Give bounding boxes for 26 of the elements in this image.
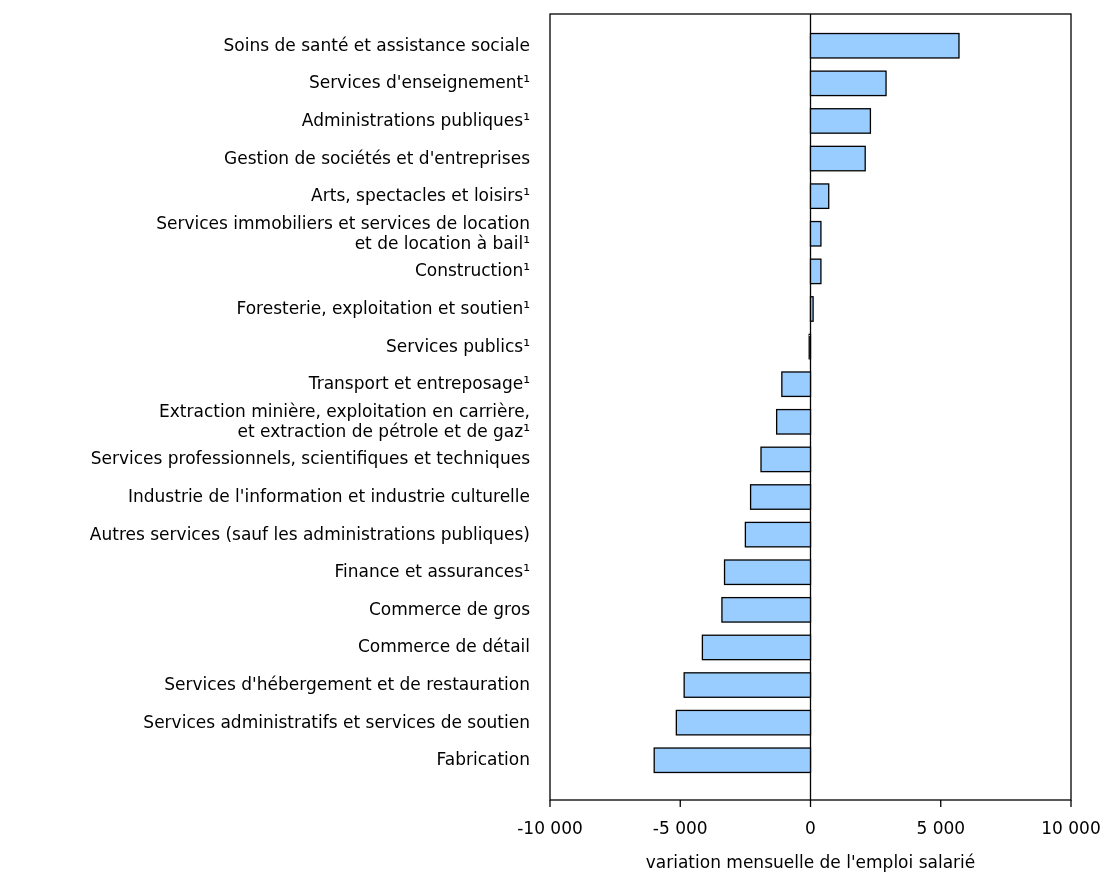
- x-tick-label: 10 000: [1041, 818, 1101, 838]
- y-tick-label: Industrie de l'information et industrie culturelle: [128, 486, 530, 507]
- x-tick-label: -10 000: [517, 818, 583, 838]
- y-tick-label: Services professionnels, scientifiques et techniques: [90, 448, 531, 469]
- x-tick-label: 5 000: [916, 818, 966, 838]
- y-tick-label: Foresterie, exploitation et soutien¹: [236, 297, 530, 318]
- y-tick-label: Construction¹: [414, 260, 530, 281]
- y-tick-label: Services immobiliers et services de location et de location à bail¹: [156, 212, 530, 253]
- y-tick-label: Soins de santé et assistance sociale: [223, 34, 530, 55]
- y-tick-label: Services d'hébergement et de restauration: [164, 674, 530, 695]
- y-tick-label: Transport et entreposage¹: [307, 373, 530, 394]
- y-tick-label: Finance et assurances¹: [334, 561, 530, 582]
- y-tick-label: Commerce de détail: [357, 636, 530, 657]
- y-tick-label: Commerce de gros: [369, 598, 531, 619]
- y-tick-label: Arts, spectacles et loisirs¹: [311, 185, 530, 206]
- y-tick-label: Gestion de sociétés et d'entreprises: [224, 147, 531, 168]
- y-tick-label: Fabrication: [436, 749, 530, 770]
- x-axis-title: variation mensuelle de l'emploi salarié: [645, 852, 976, 872]
- y-tick-label: Extraction minière, exploitation en carrière, et extraction de pétrole et de gaz¹: [159, 400, 530, 441]
- y-tick-label: Administrations publiques¹: [301, 109, 530, 130]
- x-tick-label: -5 000: [652, 818, 708, 838]
- y-tick-label: Autres services (sauf les administrations publiques): [89, 523, 530, 544]
- x-tick-label: 0: [805, 818, 816, 838]
- y-tick-label: Services administratifs et services de soutien: [143, 711, 530, 732]
- y-tick-label: Services d'enseignement¹: [308, 72, 530, 93]
- y-tick-label: Services publics¹: [386, 335, 530, 356]
